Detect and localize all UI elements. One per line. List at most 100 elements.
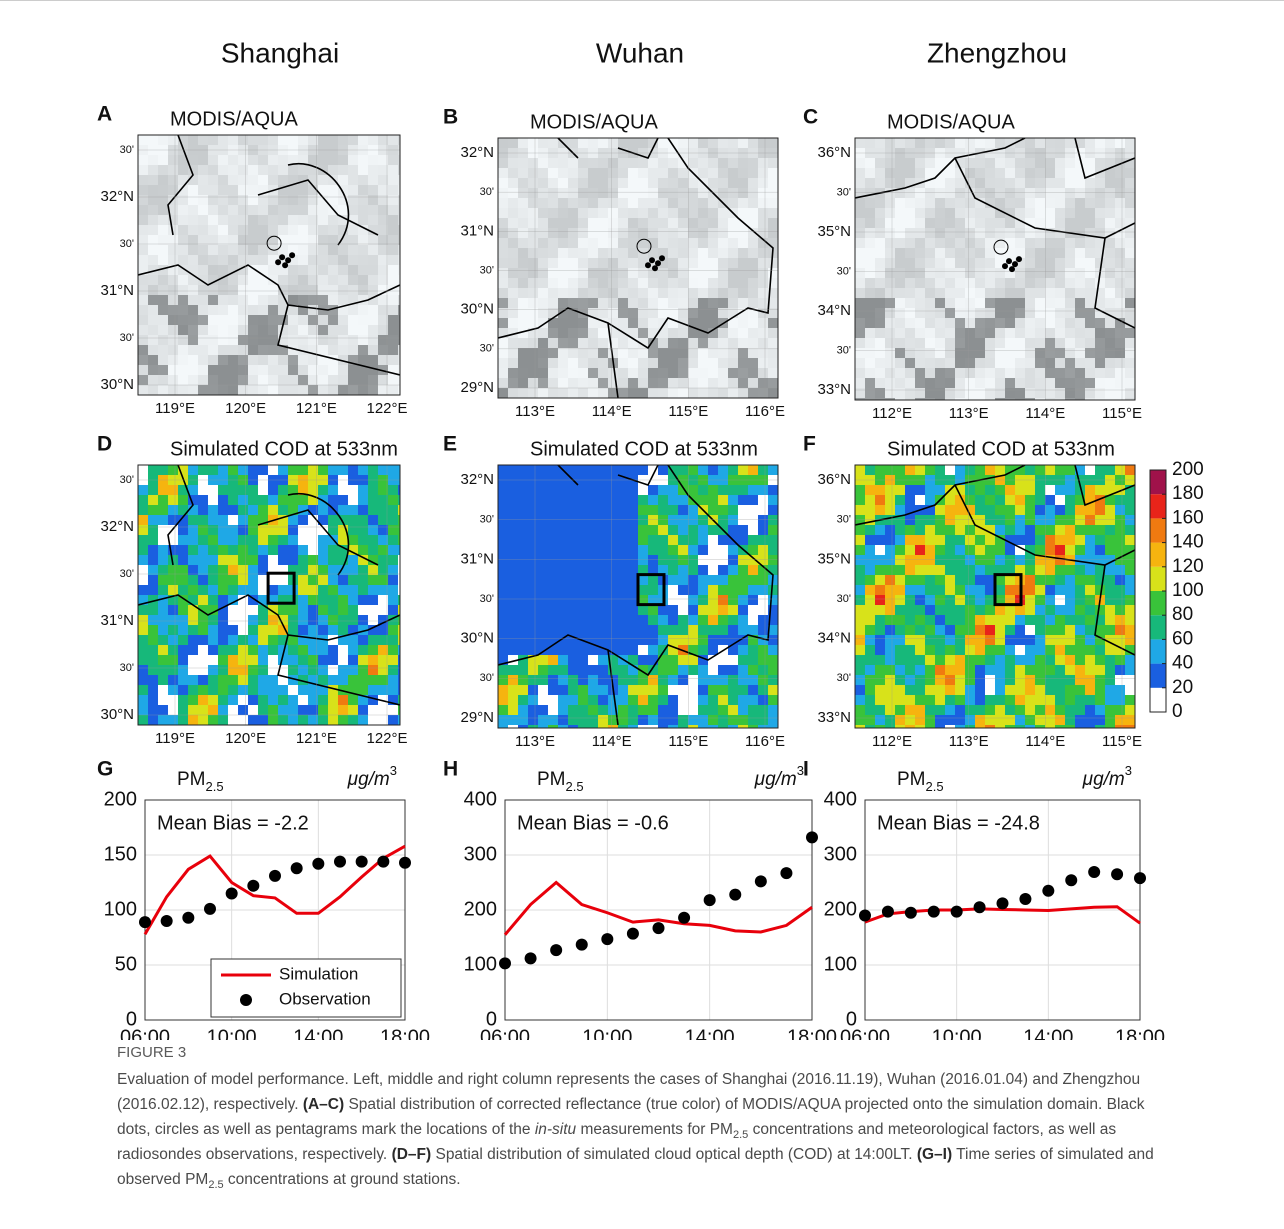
map-cell (268, 525, 278, 535)
map-cell (738, 535, 748, 545)
panel-letter: H (443, 758, 458, 781)
map-cell (1095, 188, 1105, 198)
map-cell (588, 248, 598, 258)
map-cell (238, 655, 248, 665)
map-cell (538, 605, 548, 615)
map-cell (228, 515, 238, 525)
map-cell (1015, 328, 1025, 338)
map-cell (608, 575, 618, 585)
map-cell (975, 685, 985, 695)
map-cell (875, 675, 885, 685)
map-cell (1075, 645, 1085, 655)
map-cell (538, 695, 548, 705)
map-cell (905, 168, 915, 178)
map-cell (1095, 138, 1105, 148)
map-cell (865, 605, 875, 615)
map-cell (508, 495, 518, 505)
map-cell (218, 305, 228, 315)
map-cell (768, 515, 778, 525)
map-cell (138, 695, 148, 705)
map-cell (208, 635, 218, 645)
map-cell (588, 555, 598, 565)
map-cell (688, 615, 698, 625)
map-cell (1025, 625, 1035, 635)
map-cell (915, 635, 925, 645)
map-cell (915, 358, 925, 368)
map-cell (268, 205, 278, 215)
map-cell (768, 495, 778, 505)
map-cell (1085, 545, 1095, 555)
map-cell (875, 565, 885, 575)
map-cell (678, 178, 688, 188)
map-cell (518, 555, 528, 565)
station-dot (289, 252, 295, 258)
map-cell (528, 625, 538, 635)
map-cell (698, 635, 708, 645)
map-cell (578, 368, 588, 378)
map-cell (738, 645, 748, 655)
map-cell (628, 318, 638, 328)
map-cell (648, 725, 658, 735)
map-cell (598, 258, 608, 268)
map-cell (158, 225, 168, 235)
map-cell (708, 248, 718, 258)
map-cell (528, 485, 538, 495)
map-cell (768, 705, 778, 715)
map-cell (1035, 465, 1045, 475)
map-cell (925, 595, 935, 605)
map-cell (738, 605, 748, 615)
map-cell (638, 555, 648, 565)
map-cell (955, 288, 965, 298)
map-cell (865, 168, 875, 178)
map-cell (378, 645, 388, 655)
map-cell (855, 378, 865, 388)
map-cell (1015, 625, 1025, 635)
map-cell (915, 368, 925, 378)
map-cell (855, 585, 865, 595)
map-cell (1075, 715, 1085, 725)
map-cell (138, 635, 148, 645)
map-cell (238, 605, 248, 615)
map-cell (1125, 715, 1135, 725)
map-cell (198, 285, 208, 295)
map-cell (278, 715, 288, 725)
map-cell (518, 368, 528, 378)
panel-title: Simulated COD at 533nm (887, 438, 1115, 460)
map-cell (678, 585, 688, 595)
map-cell (218, 345, 228, 355)
legend-swatch (240, 994, 252, 1006)
map-cell (578, 338, 588, 348)
map-cell (208, 385, 218, 395)
map-cell (368, 215, 378, 225)
map-cell (588, 575, 598, 585)
map-cell (855, 535, 865, 545)
map-cell (298, 545, 308, 555)
map-cell (268, 175, 278, 185)
map-cell (698, 555, 708, 565)
map-cell (1085, 258, 1095, 268)
map-cell (628, 465, 638, 475)
map-cell (258, 645, 268, 655)
map-cell (1065, 615, 1075, 625)
map-cell (885, 685, 895, 695)
map-cell (955, 308, 965, 318)
map-cell (708, 585, 718, 595)
map-cell (1015, 178, 1025, 188)
map-cell (1045, 358, 1055, 368)
map-cell (328, 695, 338, 705)
map-cell (648, 358, 658, 368)
map-cell (985, 495, 995, 505)
map-cell (258, 285, 268, 295)
map-cell (148, 155, 158, 165)
map-cell (508, 695, 518, 705)
map-cell (508, 358, 518, 368)
map-cell (728, 565, 738, 575)
map-cell (1075, 565, 1085, 575)
map-cell (548, 168, 558, 178)
observation-dot (1019, 893, 1031, 905)
map-cell (368, 645, 378, 655)
map-cell (368, 595, 378, 605)
map-cell (258, 235, 268, 245)
map-cell (548, 268, 558, 278)
map-cell (368, 345, 378, 355)
